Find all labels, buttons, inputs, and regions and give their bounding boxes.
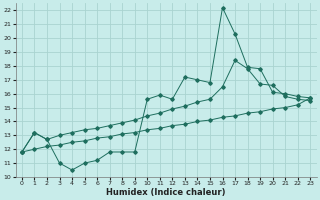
X-axis label: Humidex (Indice chaleur): Humidex (Indice chaleur) [106,188,226,197]
